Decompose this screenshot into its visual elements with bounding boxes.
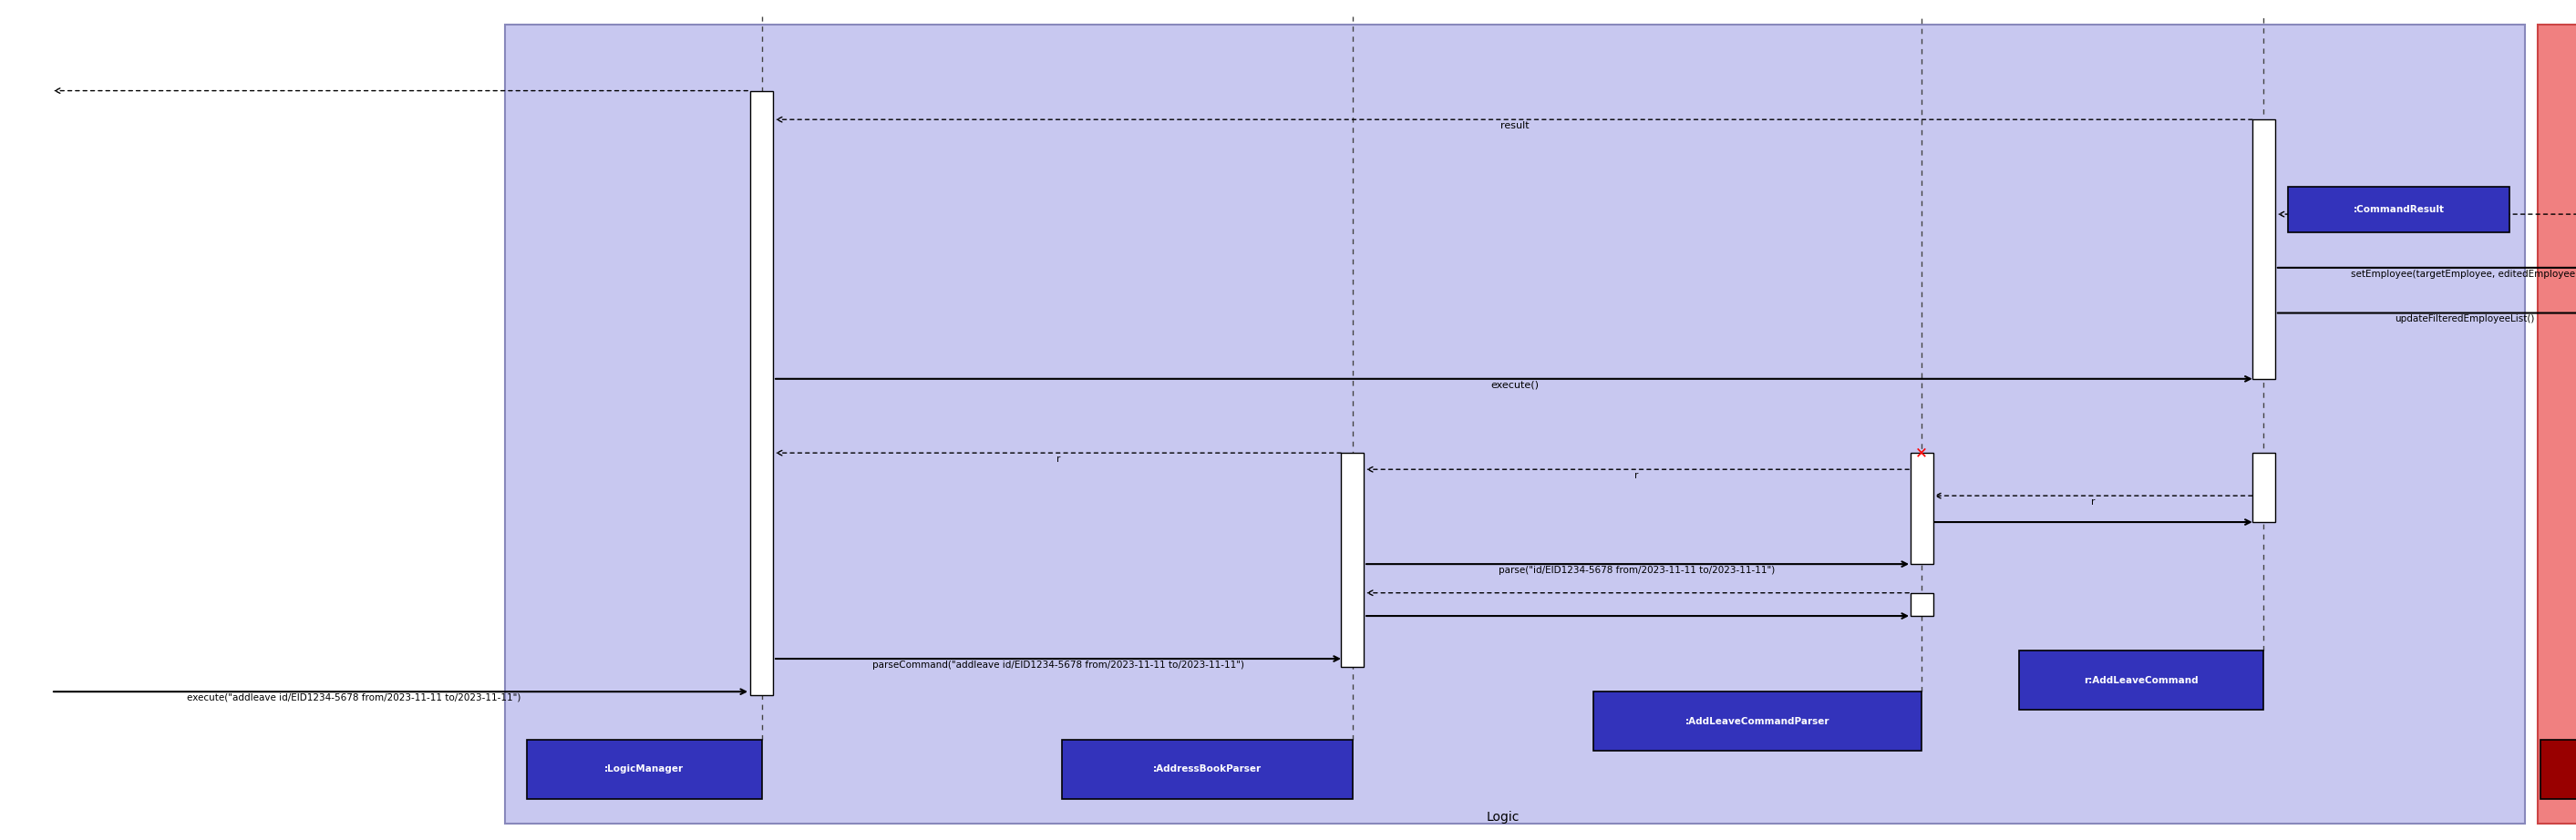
FancyBboxPatch shape [1911,593,1932,616]
FancyBboxPatch shape [2020,650,2264,710]
Text: parse("id/EID1234-5678 from/2023-11-11 to/2023-11-11"): parse("id/EID1234-5678 from/2023-11-11 t… [1499,565,1775,575]
FancyBboxPatch shape [2537,25,2576,823]
Text: r: r [1633,471,1638,480]
Text: parseCommand("addleave id/EID1234-5678 from/2023-11-11 to/2023-11-11"): parseCommand("addleave id/EID1234-5678 f… [873,660,1244,669]
FancyBboxPatch shape [750,91,773,695]
Text: :CommandResult: :CommandResult [2354,205,2445,214]
FancyBboxPatch shape [1595,691,1922,751]
Text: execute(): execute() [1492,381,1540,390]
Text: r: r [1056,454,1061,464]
Text: ✕: ✕ [1917,444,1927,461]
Text: Logic: Logic [1486,811,1520,824]
FancyBboxPatch shape [528,739,762,799]
FancyBboxPatch shape [2251,453,2275,522]
Text: execute("addleave id/EID1234-5678 from/2023-11-11 to/2023-11-11"): execute("addleave id/EID1234-5678 from/2… [188,693,520,702]
Text: r:AddLeaveCommand: r:AddLeaveCommand [2084,675,2197,685]
FancyBboxPatch shape [1061,739,1352,799]
Text: :LogicManager: :LogicManager [605,764,685,774]
Text: r: r [2092,497,2094,507]
FancyBboxPatch shape [1911,453,1932,564]
Text: setEmployee(targetEmployee, editedEmployee): setEmployee(targetEmployee, editedEmploy… [2349,270,2576,278]
Text: result: result [1502,121,1530,130]
FancyBboxPatch shape [505,25,2524,823]
FancyBboxPatch shape [1342,453,1363,667]
FancyBboxPatch shape [2540,739,2576,799]
FancyBboxPatch shape [2287,187,2509,233]
Text: :AddressBookParser: :AddressBookParser [1154,764,1262,774]
Text: :AddLeaveCommandParser: :AddLeaveCommandParser [1685,717,1829,726]
FancyBboxPatch shape [2251,119,2275,379]
Text: updateFilteredEmployeeList(): updateFilteredEmployeeList() [2396,314,2535,323]
